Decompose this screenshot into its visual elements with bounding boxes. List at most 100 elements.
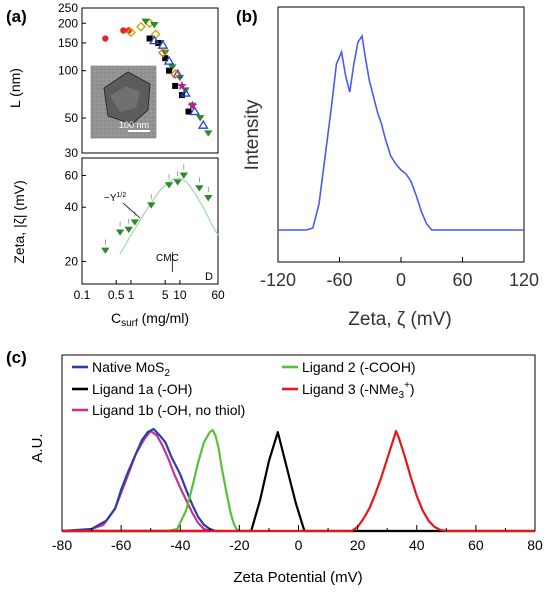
a-top-data-point — [185, 108, 192, 115]
a-bottom-data-point — [204, 195, 213, 202]
b-xtick-label: 120 — [509, 270, 539, 290]
a-bottom-data-point — [101, 247, 110, 254]
c-legend-label: Native MoS2 — [92, 359, 170, 379]
a-top-data-point — [126, 27, 136, 38]
c-xtick-label: 20 — [350, 537, 366, 553]
c-xtick-label: 80 — [527, 537, 543, 553]
a-top-ytick-label: 30 — [65, 146, 79, 160]
a-bottom-data-point — [147, 202, 156, 209]
panel-b-series-line — [278, 33, 524, 231]
corner-annotation: D — [205, 271, 213, 283]
a-bottom-data-point — [115, 229, 125, 236]
panel-a-bottom-ylabel: Zeta, |ζ| (mV) — [11, 180, 27, 263]
c-legend-label: Ligand 1b (-OH, no thiol) — [92, 402, 245, 418]
panel-b-ylabel: Intensity — [242, 99, 263, 170]
c-xtick-label: -60 — [111, 537, 131, 553]
a-top-data-point — [204, 130, 213, 137]
panel-b-chart: -120 -60 0 60 120 Intensity Zeta, ζ (mV) — [242, 6, 539, 330]
b-xtick-label: 0 — [396, 270, 406, 290]
a-bottom-xtick-label: 5 — [162, 288, 169, 302]
c-series-line — [62, 429, 535, 533]
a-bottom-ytick-label: 20 — [65, 254, 79, 268]
a-top-data-point — [141, 18, 150, 25]
a-top-data-point — [172, 68, 184, 78]
c-xtick-label: -80 — [52, 537, 72, 553]
panel-a-top-frame — [81, 7, 219, 154]
a-top-data-point — [136, 21, 146, 32]
a-top-data-point — [148, 35, 160, 45]
cmc-annotation: CMC — [156, 253, 179, 264]
a-bottom-xtick-label: 10 — [173, 288, 187, 302]
a-top-data-point — [170, 69, 181, 80]
a-top-data-point — [150, 22, 159, 29]
c-series-line — [62, 429, 211, 533]
b-xtick-label: -60 — [326, 270, 352, 290]
a-top-data-point — [163, 55, 175, 65]
a-top-data-point — [150, 29, 161, 40]
a-top-data-point — [120, 27, 127, 34]
fit-annotation: ~Y1/2 — [104, 192, 126, 204]
a-bottom-ytick-label: 60 — [65, 168, 79, 182]
a-bottom-xtick-label: 0.1 — [74, 288, 91, 302]
panel-label-b: (b) — [236, 7, 258, 26]
inset-scale-label: 100 nm — [119, 120, 149, 130]
panel-a-top-ylabel: L (nm) — [7, 68, 23, 108]
a-top-ytick-label: 250 — [58, 1, 78, 15]
panel-b-xlabel: Zeta, ζ (mV) — [348, 309, 451, 330]
a-top-data-point — [162, 55, 169, 62]
a-top-ytick-label: 100 — [58, 64, 78, 78]
c-xtick-label: 0 — [295, 537, 303, 553]
a-top-data-point — [197, 119, 209, 129]
a-bottom-data-point — [173, 179, 182, 186]
panel-c-chart: -80 -60 -40 -20 0 20 40 60 80 Native MoS2 Ligand … — [29, 354, 543, 586]
c-xtick-label: -40 — [170, 537, 190, 553]
a-top-data-point — [196, 115, 205, 122]
a-top-data-point — [172, 82, 179, 89]
a-top-data-point — [146, 35, 153, 42]
a-bottom-xtick-label: 60 — [211, 288, 225, 302]
c-legend-label: Ligand 3 (-NMe3+) — [302, 380, 415, 401]
panel-c-xlabel: Zeta Potential (mV) — [233, 569, 362, 586]
c-series-line — [61, 427, 222, 533]
a-bottom-data-point — [124, 226, 133, 234]
c-series-line — [62, 431, 535, 533]
a-top-data-point — [180, 87, 191, 97]
a-top-data-point — [166, 67, 173, 74]
a-top-data-point — [168, 64, 177, 71]
c-xtick-label: 60 — [468, 537, 484, 553]
b-xtick-label: -120 — [260, 270, 296, 290]
panel-label-a: (a) — [6, 7, 27, 26]
a-bottom-data-point — [164, 182, 174, 189]
a-bottom-data-point — [195, 185, 204, 192]
a-top-data-point — [177, 80, 187, 90]
c-legend-label: Ligand 2 (-COOH) — [302, 359, 416, 375]
a-top-data-point — [189, 106, 200, 116]
c-xtick-label: -20 — [229, 537, 249, 553]
a-top-data-point — [158, 47, 168, 58]
c-xtick-label: 40 — [409, 537, 425, 553]
panel-a-bottom-xlabel: Csurf (mg/ml) — [111, 310, 189, 329]
panel-a-bottom-chart: 60 40 20 0.1 0.5 1 5 10 60 ~Y1/2 CMC D Zeta, |ζ… — [11, 157, 225, 329]
panel-label-c: (c) — [6, 348, 27, 367]
a-bottom-data-point — [179, 172, 188, 179]
fit-annotation-arrow — [122, 202, 141, 219]
a-bottom-xtick-label: 0.5 — [108, 288, 125, 302]
c-legend-label: Ligand 1a (-OH) — [92, 381, 192, 397]
panel-c-ylabel: A.U. — [29, 433, 46, 462]
a-top-ytick-label: 150 — [58, 36, 78, 50]
a-bottom-xtick-label: 1 — [128, 288, 135, 302]
panel-b-frame — [277, 6, 525, 263]
c-series-line — [62, 428, 535, 533]
fit-curve — [119, 177, 219, 255]
a-top-data-point — [187, 100, 198, 110]
inset-micrograph: 100 nm — [90, 65, 157, 139]
b-xtick-label: 60 — [452, 270, 472, 290]
a-bottom-ytick-label: 40 — [65, 200, 79, 214]
a-top-data-point — [160, 49, 170, 57]
a-top-data-point — [102, 35, 109, 42]
a-bottom-data-point — [130, 219, 140, 226]
a-top-ytick-label: 200 — [58, 16, 78, 30]
a-top-ytick-label: 50 — [65, 111, 79, 125]
